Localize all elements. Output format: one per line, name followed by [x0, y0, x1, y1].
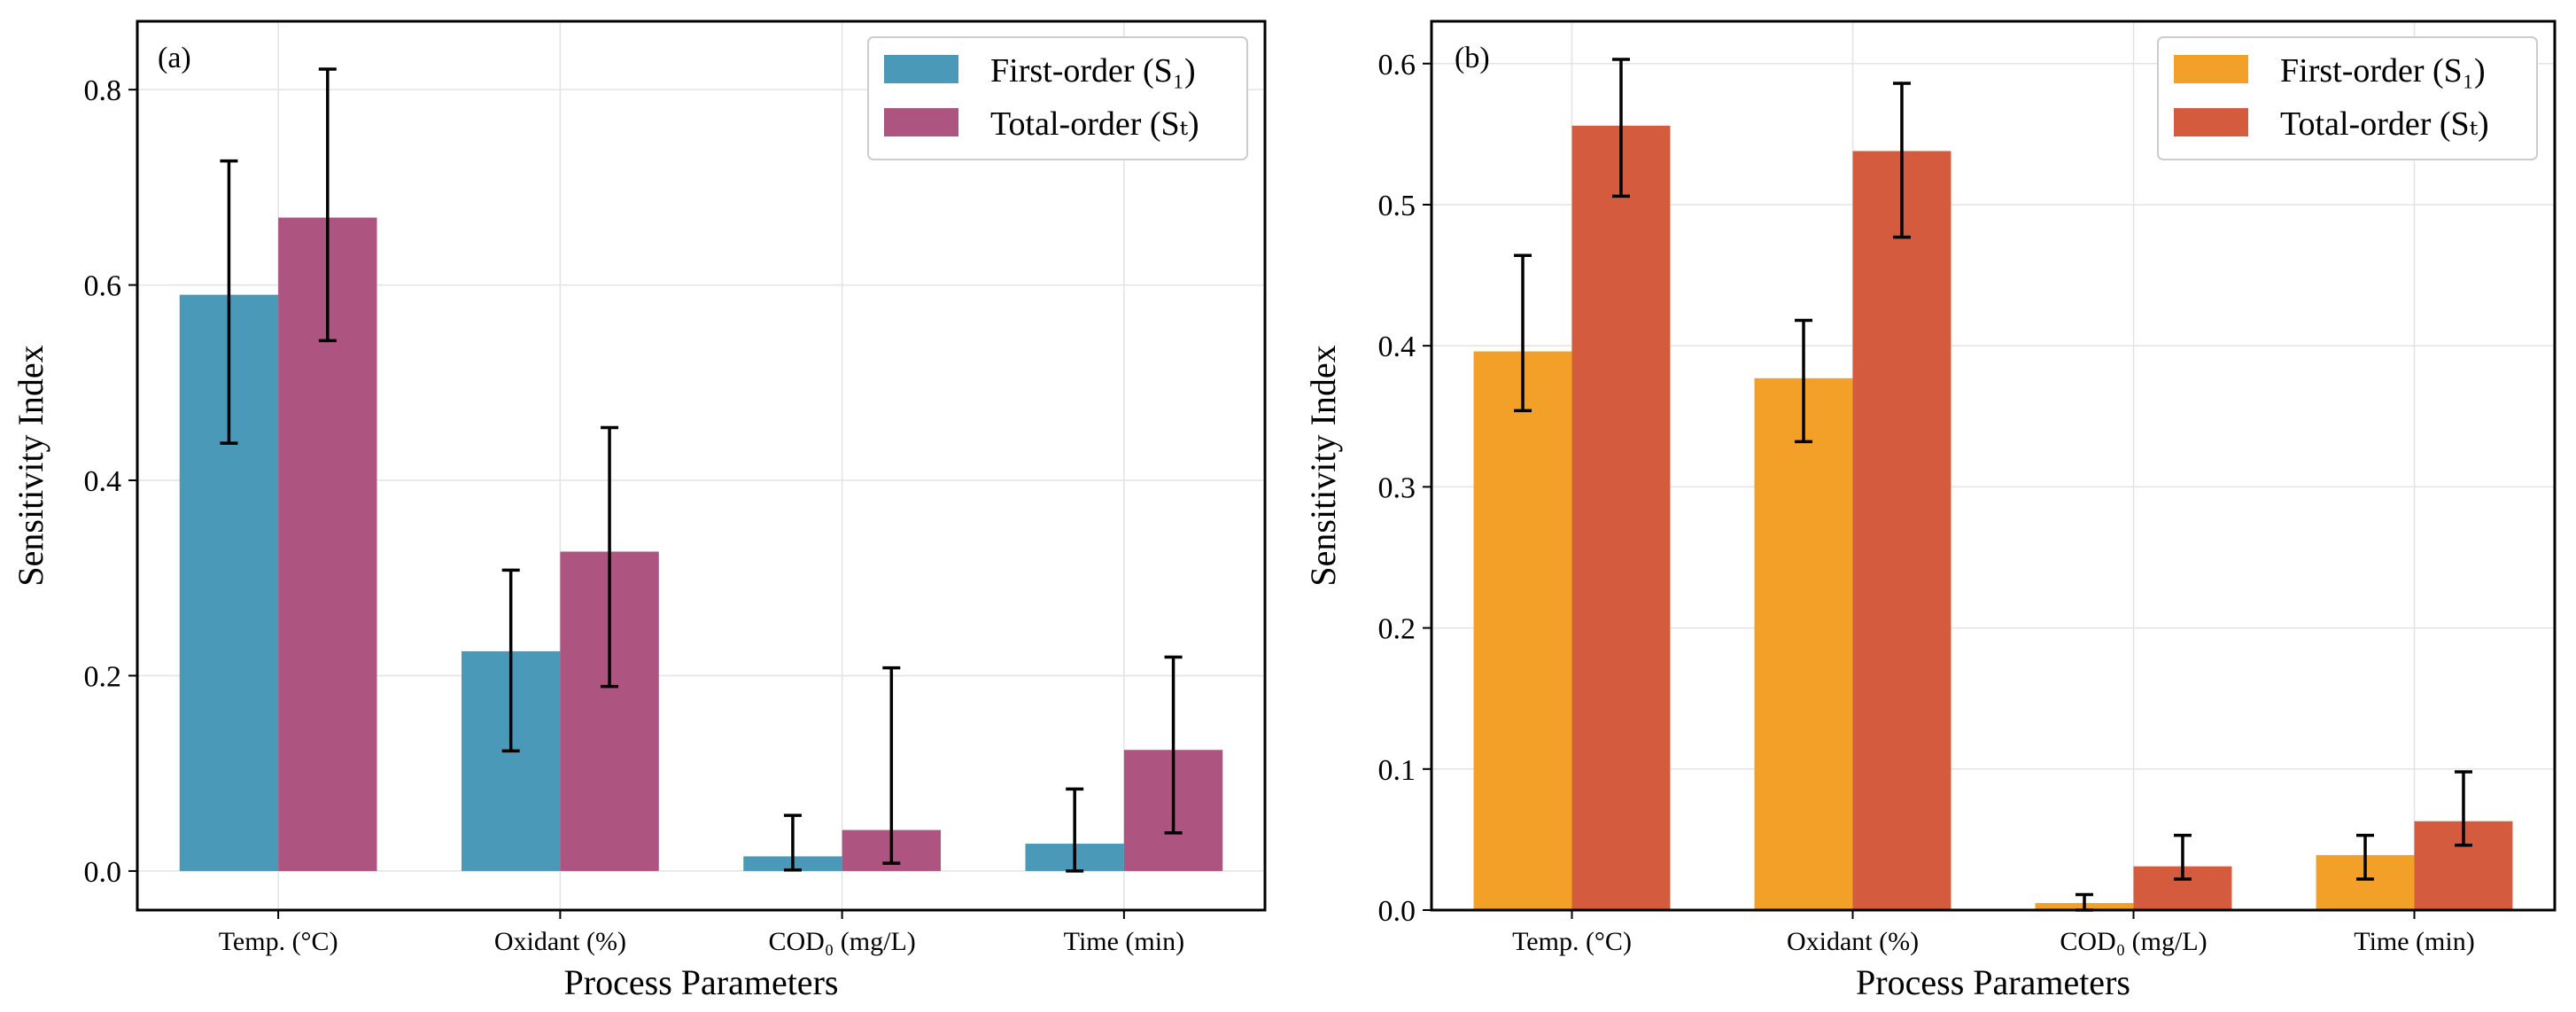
x-tick-label: Time (min) [2354, 927, 2474, 956]
x-tick-label: Temp. (°C) [1512, 927, 1632, 956]
bar-total-order [1852, 151, 1951, 910]
legend-frame [867, 36, 1248, 160]
x-axis-title: Process Parameters [1856, 962, 2130, 1002]
y-tick-label: 0.0 [84, 856, 122, 889]
bar-first-order [1473, 351, 1572, 910]
y-tick-label: 0.8 [84, 74, 122, 107]
x-tick-label: Oxidant (%) [1787, 927, 1919, 956]
y-tick-label: 0.5 [1378, 190, 1416, 222]
bar-first-order [1754, 378, 1853, 910]
x-axis-title: Process Parameters [564, 962, 839, 1002]
y-tick-label: 0.4 [84, 465, 122, 498]
legend: First-order (S₁) Total-order (Sₜ) [867, 36, 1248, 160]
y-tick-label: 0.2 [1378, 613, 1416, 646]
y-tick-label: 0.3 [1378, 471, 1416, 504]
legend-frame [2157, 36, 2538, 160]
legend-label: First-order (S₁) [2280, 52, 2486, 90]
legend-swatch [2174, 55, 2248, 83]
y-tick-label: 0.0 [1378, 895, 1416, 928]
y-tick-label: 0.4 [1378, 331, 1416, 363]
panel-tag: (a) [158, 42, 191, 74]
plot-frame [1430, 19, 2557, 912]
y-axis-title: Sensitivity Index [1303, 345, 1343, 586]
legend-swatch [2174, 108, 2248, 136]
y-axis-title: Sensitivity Index [11, 345, 50, 586]
x-tick-label: Oxidant (%) [494, 927, 626, 956]
plot-frame [136, 19, 1267, 912]
panel-tag: (b) [1455, 42, 1490, 74]
legend-label: Total-order (Sₜ) [990, 105, 1199, 143]
x-tick-label: Temp. (°C) [219, 927, 338, 956]
panel-b: 0.0 0.1 0.2 0.3 0.4 0.5 0.6 Temp. (°C) Oxidant (… [1303, 19, 2557, 1002]
y-tick-label: 0.2 [84, 660, 122, 693]
legend-swatch [884, 108, 958, 136]
y-tick-label: 0.6 [84, 270, 122, 303]
legend-label: Total-order (Sₜ) [2280, 105, 2489, 143]
bar-total-order [1571, 125, 1671, 911]
panel-a: 0.0 0.2 0.4 0.6 0.8 Temp. (°C) Oxidant (%) COD₀… [11, 19, 1267, 1002]
x-tick-label: COD₀ (mg/L) [2060, 927, 2207, 956]
legend-swatch [884, 55, 958, 83]
y-tick-label: 0.1 [1378, 754, 1416, 787]
x-tick-label: COD₀ (mg/L) [768, 927, 915, 956]
y-tick-label: 0.6 [1378, 49, 1416, 82]
x-tick-label: Time (min) [1064, 927, 1184, 956]
legend-label: First-order (S₁) [990, 52, 1196, 90]
legend: First-order (S₁) Total-order (Sₜ) [2157, 36, 2538, 160]
